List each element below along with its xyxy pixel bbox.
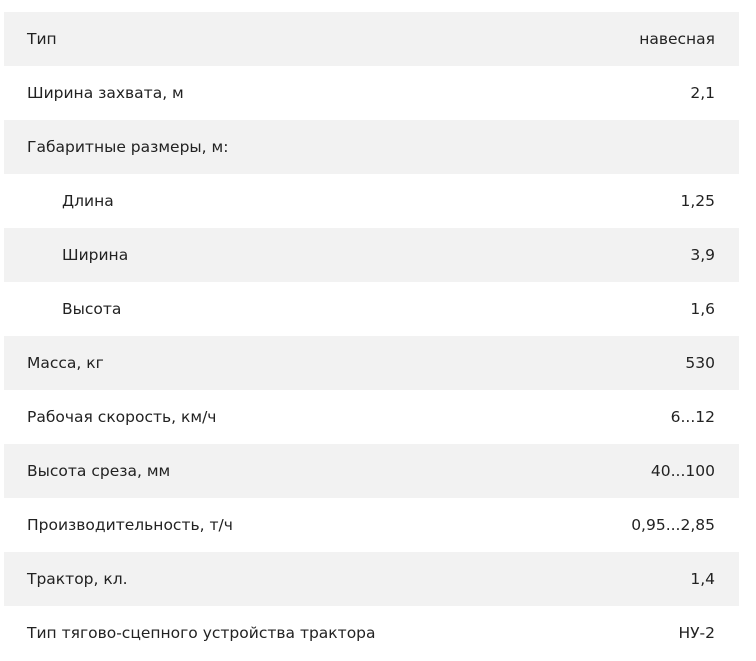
row-label: Ширина захвата, м: [27, 84, 184, 102]
table-row: Тип тягово-сцепного устройства трактора Н…: [4, 606, 739, 660]
table-row: Высота среза, мм 40...100: [4, 444, 739, 498]
row-label: Тип тягово-сцепного устройства трактора: [27, 624, 376, 642]
row-value: 40...100: [650, 462, 715, 480]
row-value: 0,95...2,85: [631, 516, 715, 534]
row-label: Трактор, кл.: [27, 570, 128, 588]
table-row: Высота 1,6: [4, 282, 739, 336]
table-row: Длина 1,25: [4, 174, 739, 228]
specs-table: Тип навесная Ширина захвата, м 2,1 Габаритны…: [4, 12, 739, 660]
row-label: Рабочая скорость, км/ч: [27, 408, 217, 426]
row-value: 530: [685, 354, 715, 372]
row-label: Ширина: [62, 246, 129, 264]
row-value: 1,4: [690, 570, 715, 588]
table-row: Тип навесная: [4, 12, 739, 66]
row-label: Масса, кг: [27, 354, 104, 372]
row-value: НУ-2: [678, 624, 715, 642]
row-label: Производительность, т/ч: [27, 516, 233, 534]
row-value: 6...12: [670, 408, 715, 426]
row-label: Габаритные размеры, м:: [27, 138, 229, 156]
row-value: навесная: [639, 30, 715, 48]
table-row: Ширина 3,9: [4, 228, 739, 282]
row-value: 1,6: [690, 300, 715, 318]
table-row: Рабочая скорость, км/ч 6...12: [4, 390, 739, 444]
row-value: 2,1: [690, 84, 715, 102]
table-row: Трактор, кл. 1,4: [4, 552, 739, 606]
row-label: Высота среза, мм: [27, 462, 171, 480]
table-row: Производительность, т/ч 0,95...2,85: [4, 498, 739, 552]
row-value: 3,9: [690, 246, 715, 264]
table-row: Масса, кг 530: [4, 336, 739, 390]
row-label: Высота: [62, 300, 122, 318]
row-label: Длина: [62, 192, 114, 210]
row-label: Тип: [27, 30, 57, 48]
table-row: Габаритные размеры, м:: [4, 120, 739, 174]
row-value: 1,25: [680, 192, 715, 210]
table-row: Ширина захвата, м 2,1: [4, 66, 739, 120]
